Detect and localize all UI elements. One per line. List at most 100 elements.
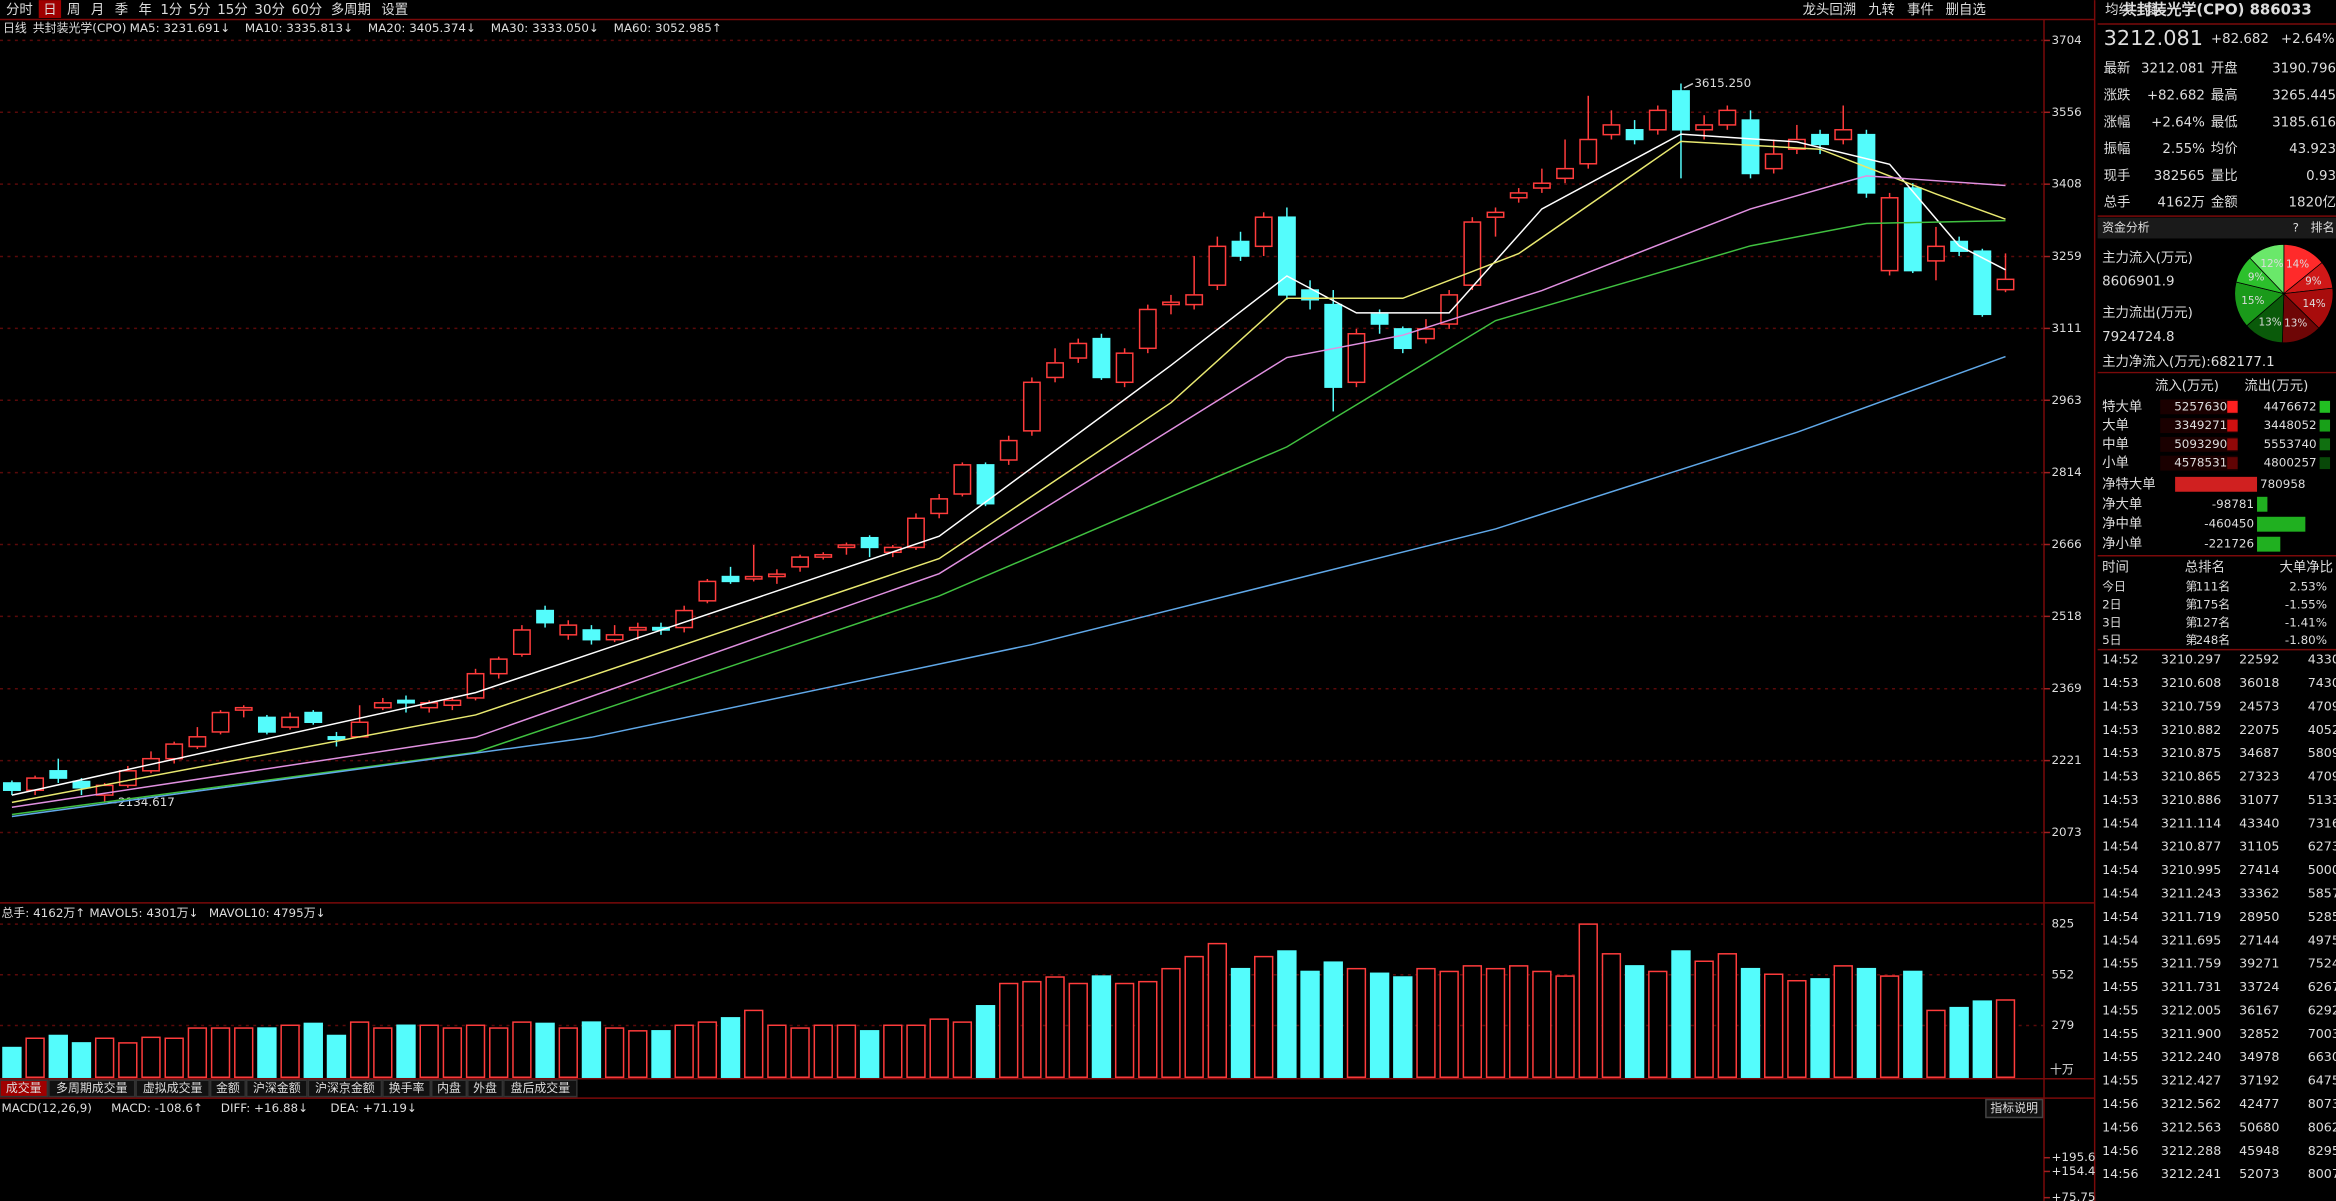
- indicator-tab[interactable]: 虚拟成交量: [143, 1081, 203, 1095]
- toolbar-tab[interactable]: 30分: [254, 2, 284, 18]
- tick-price: 3210.759: [2161, 698, 2221, 713]
- toolbar-right-item[interactable]: 九转: [1868, 2, 1895, 18]
- fund-help[interactable]: ?: [2293, 221, 2299, 235]
- quote-label: 金额: [2211, 195, 2238, 211]
- volume-bar: [25, 1037, 45, 1078]
- rank-value: 175名: [2196, 597, 2231, 611]
- candle-body: [397, 699, 415, 704]
- tick-last: 5133: [2308, 792, 2336, 807]
- tick-volume: 27144: [2239, 932, 2279, 947]
- rank-ratio: -1.41%: [2285, 615, 2327, 629]
- volume-bar: [1648, 970, 1668, 1078]
- quote-value: 3185.616: [2272, 115, 2336, 130]
- candle-body: [443, 699, 462, 706]
- indicator-tab[interactable]: 成交量: [6, 1081, 42, 1095]
- volume-bar: [1138, 980, 1158, 1078]
- volume-bar: [1184, 955, 1204, 1078]
- tick-volume: 31105: [2239, 839, 2279, 854]
- toolbar-tab[interactable]: 15分: [217, 2, 247, 18]
- indicator-tab-bg: [467, 1079, 504, 1098]
- toolbar-right-item[interactable]: 事件: [1907, 2, 1934, 18]
- toolbar-tab[interactable]: 分时: [6, 2, 33, 18]
- indicator-tab[interactable]: 多周期成交量: [56, 1081, 128, 1095]
- tick-time: 14:54: [2102, 839, 2138, 854]
- macd-legend: DIFF: +16.88↓: [221, 1101, 308, 1115]
- toolbar-right-item[interactable]: 均线: [2105, 2, 2132, 18]
- tick-last: 8073: [2308, 1096, 2336, 1111]
- toolbar-tab[interactable]: 周: [67, 3, 80, 18]
- rank-word: 第: [2186, 633, 2198, 647]
- toolbar-tab[interactable]: 月: [91, 3, 104, 18]
- tick-last: 7316: [2308, 815, 2336, 830]
- indicator-tab[interactable]: 沪深金额: [253, 1081, 301, 1095]
- toolbar-tab[interactable]: 60分: [292, 2, 322, 18]
- indicator-tab[interactable]: 金额: [216, 1081, 240, 1095]
- rank-period: 2日: [2102, 597, 2121, 611]
- volume-bar: [1254, 955, 1274, 1078]
- tick-last: 4709: [2308, 698, 2336, 713]
- rank-value: 111名: [2196, 580, 2231, 594]
- volume-bar: [1903, 970, 1923, 1078]
- fund-in-label: 主力流入(万元): [2102, 250, 2193, 266]
- tick-price: 3210.865: [2161, 769, 2221, 784]
- y-tick-label: 2963: [2051, 393, 2081, 407]
- volume-tick-label: 279: [2051, 1018, 2074, 1032]
- indicator-tab[interactable]: 沪深京金额: [315, 1081, 375, 1095]
- volume-bar: [1323, 961, 1343, 1078]
- toolbar-tab[interactable]: 5分: [189, 2, 211, 18]
- y-tick-label: 2073: [2051, 825, 2081, 839]
- quote-change: +82.682: [2211, 32, 2269, 47]
- toolbar-tab[interactable]: 设置: [381, 2, 408, 18]
- tick-volume: 34687: [2239, 745, 2279, 760]
- toolbar-tab[interactable]: 日: [43, 3, 56, 18]
- volume-tick-label: 552: [2051, 967, 2074, 981]
- tick-last: 7003: [2308, 1026, 2336, 1041]
- toolbar-tab[interactable]: 季: [115, 2, 128, 18]
- candle-body: [1741, 119, 1760, 175]
- volume-bar: [1879, 975, 1900, 1078]
- volume-unit: 十万: [2050, 1062, 2074, 1076]
- indicator-tab[interactable]: 内盘: [437, 1081, 461, 1095]
- indicator-tab-bg: [48, 1079, 136, 1098]
- flow-swatch: [2227, 438, 2238, 451]
- volume-bar: [1091, 975, 1112, 1078]
- tick-time: 14:55: [2102, 956, 2138, 971]
- toolbar-tab[interactable]: 1分: [160, 2, 182, 18]
- indicator-tab[interactable]: 换手率: [389, 1081, 425, 1095]
- volume-bar: [442, 1027, 463, 1078]
- indicator-tab[interactable]: 盘后成交量: [511, 1081, 571, 1095]
- tick-price: 3211.114: [2161, 815, 2221, 830]
- net-label: 净特大单: [2102, 476, 2156, 492]
- candle-body: [1927, 245, 1945, 262]
- volume-bar: [720, 1017, 741, 1078]
- candle-body: [1973, 250, 1992, 316]
- pie-slice: [2249, 244, 2285, 295]
- indicator-tab[interactable]: 外盘: [473, 1081, 497, 1095]
- toolbar-right-item[interactable]: 龙头回溯: [1803, 2, 1857, 18]
- toolbar-right-item[interactable]: 窗: [2144, 1, 2157, 18]
- help-button[interactable]: 指标说明: [1990, 1101, 2038, 1115]
- volume-bar: [1694, 960, 1714, 1078]
- net-bar: [2257, 496, 2268, 512]
- candle-body: [1417, 328, 1435, 340]
- indicator-tab-bg: [135, 1079, 210, 1098]
- quote-value: +82.682: [2147, 88, 2205, 103]
- toolbar-right-item[interactable]: 删自选: [1946, 2, 1986, 18]
- tick-last: 7430: [2308, 675, 2336, 690]
- net-bar: [2257, 516, 2306, 532]
- flow-in: 5093290: [2174, 437, 2227, 451]
- tick-time: 14:56: [2102, 1166, 2138, 1181]
- volume-bar: [1671, 950, 1691, 1078]
- ma-line: [11, 140, 2006, 804]
- tick-price: 3211.695: [2161, 932, 2221, 947]
- tick-time: 14:56: [2102, 1143, 2138, 1158]
- fund-header-bg: [2097, 217, 2336, 239]
- toolbar-tab[interactable]: 多周期: [331, 1, 371, 18]
- candle-body: [1254, 216, 1273, 248]
- volume-bar: [1995, 999, 2016, 1078]
- tick-price: 3210.882: [2161, 722, 2221, 737]
- fund-rank[interactable]: 排名: [2311, 221, 2335, 235]
- tick-price: 3211.759: [2161, 956, 2221, 971]
- candle-body: [1138, 308, 1157, 350]
- toolbar-tab[interactable]: 年: [139, 2, 152, 18]
